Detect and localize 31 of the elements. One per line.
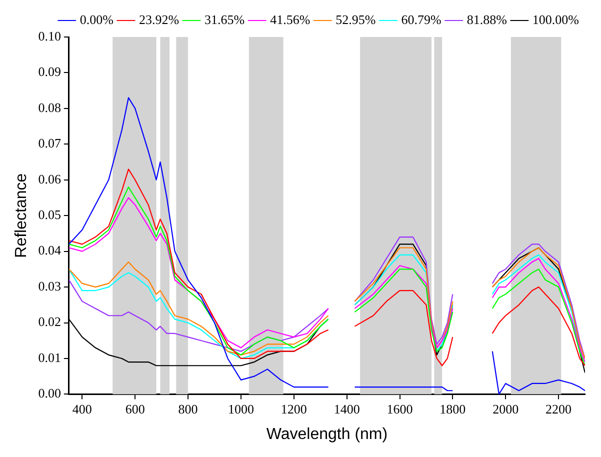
x-tick-label: 2200 — [546, 401, 572, 416]
legend-label: 81.88% — [466, 12, 508, 27]
legend-label: 100.00% — [532, 12, 580, 27]
legend-label: 0.00% — [80, 12, 114, 27]
legend-label: 60.79% — [401, 12, 442, 27]
y-tick-label: 0.02 — [38, 314, 61, 330]
x-tick-label: 400 — [72, 401, 92, 416]
x-tick-label: 1400 — [334, 401, 360, 416]
x-tick-label: 1000 — [228, 401, 254, 416]
y-tick-label: 0.06 — [38, 171, 62, 186]
x-tick-label: 1200 — [280, 401, 307, 416]
x-tick-label: 1600 — [386, 401, 413, 416]
x-tick-label: 2000 — [492, 401, 519, 416]
legend-label: 41.56% — [270, 12, 310, 27]
y-tick-label: 0.00 — [38, 386, 61, 401]
y-tick-label: 0.09 — [38, 64, 61, 80]
x-tick-label: 600 — [125, 401, 145, 416]
y-tick-label: 0.08 — [38, 100, 61, 115]
legend-label: 23.92% — [138, 12, 180, 27]
legend-label: 31.65% — [204, 12, 245, 27]
y-tick-label: 0.04 — [38, 242, 62, 258]
x-tick-label: 800 — [178, 401, 198, 416]
y-tick-label: 0.10 — [38, 28, 61, 44]
y-tick-label: 0.07 — [38, 136, 62, 151]
y-tick-label: 0.01 — [38, 350, 61, 365]
legend-label: 52.95% — [336, 12, 376, 27]
y-tick-label: 0.05 — [38, 207, 61, 222]
x-tick-label: 1800 — [440, 401, 466, 416]
y-axis-title: Reflectance — [13, 173, 30, 258]
y-tick-label: 0.03 — [38, 278, 61, 294]
x-axis-title: Wavelength (nm) — [266, 426, 388, 443]
